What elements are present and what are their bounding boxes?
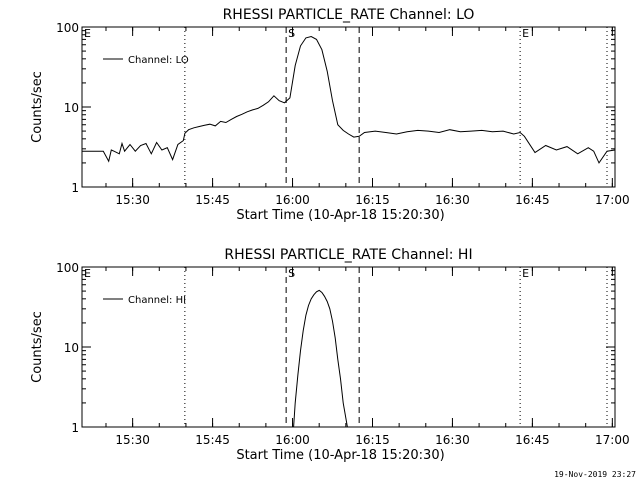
x-tick-label: 15:45 [195,433,230,447]
x-tick-label: 16:30 [435,193,470,207]
x-tick-label: 16:00 [275,193,310,207]
y-tick-label: 100 [56,21,79,35]
chart-title: RHESSI PARTICLE_RATE Channel: HI [224,247,472,263]
x-tick-label: 15:30 [115,433,150,447]
x-tick-label: 16:30 [435,433,470,447]
event-marker-label: E [84,27,91,40]
plot-frame [81,26,616,188]
x-tick-label: 16:45 [515,433,550,447]
timestamp: 19-Nov-2019 23:27 [554,470,636,479]
event-marker-label: E [522,267,529,280]
x-tick-label: 16:45 [515,193,550,207]
x-tick-label: 17:00 [595,433,630,447]
data-series-line [82,35,615,164]
x-tick-label: 15:45 [195,193,230,207]
x-tick-label: 16:15 [355,433,390,447]
event-marker-label: E [84,267,91,280]
y-tick-label: 10 [64,341,79,355]
y-axis-label: Counts/sec [30,71,45,143]
y-tick-label: 100 [56,261,79,275]
event-marker-label: S [288,27,295,40]
chart-title: RHESSI PARTICLE_RATE Channel: LO [223,7,475,23]
legend-label: Channel: HI [128,295,186,306]
event-marker-label: E [522,27,529,40]
legend-label: Channel: LO [128,55,189,66]
y-tick-label: 1 [71,421,79,435]
y-tick-label: 1 [71,181,79,195]
x-axis-label: Start Time (10-Apr-18 15:20:30) [236,448,444,463]
x-axis-label: Start Time (10-Apr-18 15:20:30) [236,208,444,223]
chart-panel-2: RHESSI PARTICLE_RATE Channel: HI 1 10 100 15… [30,247,630,463]
x-tick-label: 16:15 [355,193,390,207]
y-tick-label: 10 [64,101,79,115]
x-tick-label: 17:00 [595,193,630,207]
data-series-line [293,289,348,427]
plot-frame [81,266,616,428]
x-tick-label: 16:00 [275,433,310,447]
y-axis-label: Counts/sec [30,311,45,383]
x-tick-label: 15:30 [115,193,150,207]
event-marker-label: S [288,267,295,280]
chart-panel-1: RHESSI PARTICLE_RATE Channel: LO 1 10 100 15… [30,7,630,223]
